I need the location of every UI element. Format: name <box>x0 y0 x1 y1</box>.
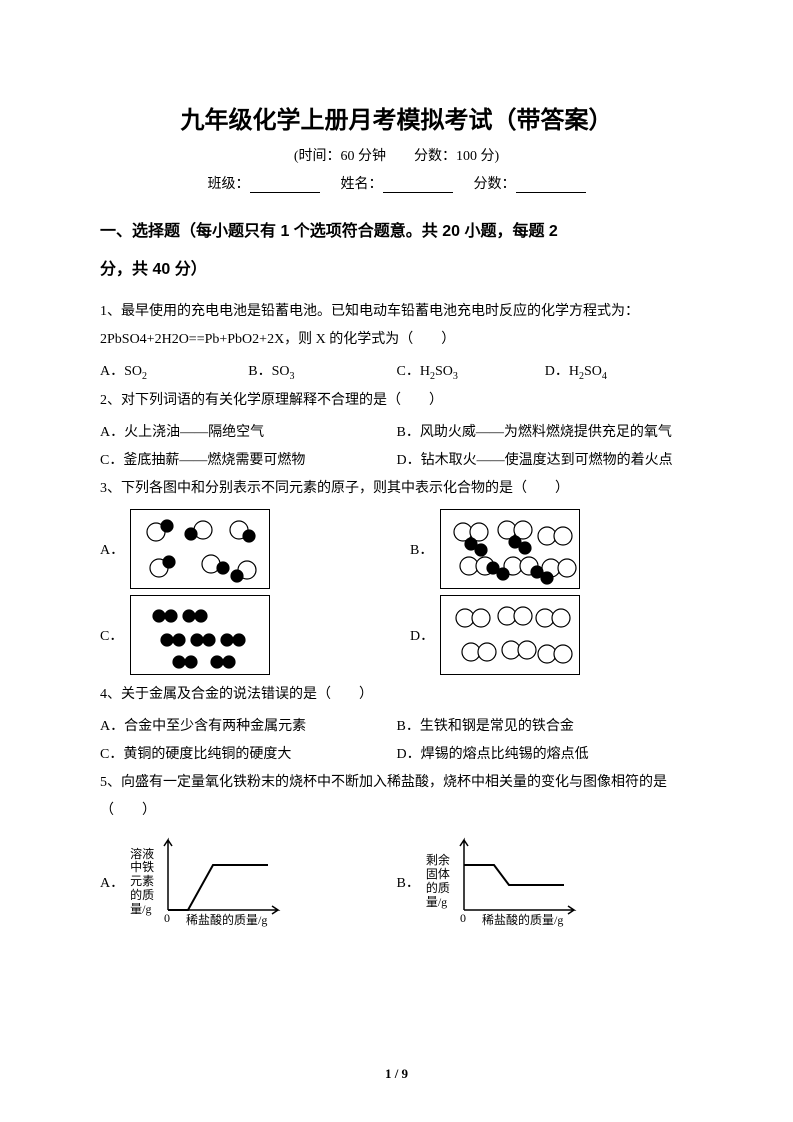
q5-opt-b-label: B． <box>397 872 420 892</box>
q4-opt-c: C．黄铜的硬度比纯铜的硬度大 <box>100 741 397 769</box>
q1-opt-d: D．H2SO4 <box>545 358 693 387</box>
page-number: 1 / 9 <box>0 1066 793 1082</box>
svg-text:稀盐酸的质量/g: 稀盐酸的质量/g <box>186 912 267 927</box>
q5-ylabel-b: 剩余固体的质量/g <box>426 854 454 909</box>
question-2-options-1: A．火上浇油——隔绝空气 B．风助火威——为燃料燃烧提供充足的氧气 <box>100 419 693 447</box>
score-blank <box>516 177 586 193</box>
q3-opt-d-label: D． <box>410 625 440 645</box>
exam-meta: (时间：60 分钟 分数：100 分) <box>100 145 693 165</box>
q5-charts: A． 溶液中铁元素的质量/g 0 稀盐酸的质量/g B． 剩余固体的质量/g 0 稀… <box>100 835 693 930</box>
question-1-options: A．SO2 B．SO3 C．H2SO3 D．H2SO4 <box>100 358 693 387</box>
question-1: 1、最早使用的充电电池是铅蓄电池。已知电动车铅蓄电池充电时反应的化学方程式为：2… <box>100 298 693 354</box>
q3-opt-b-label: B． <box>410 539 440 559</box>
question-2-options-2: C．釜底抽薪——燃烧需要可燃物 D．钻木取火——使温度达到可燃物的着火点 <box>100 447 693 475</box>
q3-opt-a-label: A． <box>100 539 130 559</box>
page-title: 九年级化学上册月考模拟考试（带答案） <box>100 100 693 135</box>
q1-opt-c: C．H2SO3 <box>397 358 545 387</box>
question-4-options-2: C．黄铜的硬度比纯铜的硬度大 D．焊锡的熔点比纯锡的熔点低 <box>100 741 693 769</box>
q4-opt-a: A．合金中至少含有两种金属元素 <box>100 713 397 741</box>
q3-diagram-c <box>130 595 270 675</box>
q3-diagram-a <box>130 509 270 589</box>
q4-opt-d: D．焊锡的熔点比纯锡的熔点低 <box>397 741 694 769</box>
q3-row-2: C． D． <box>100 595 693 675</box>
q3-diagram-b <box>440 509 580 589</box>
svg-text:稀盐酸的质量/g: 稀盐酸的质量/g <box>482 912 563 927</box>
question-3: 3、下列各图中和分别表示不同元素的原子，则其中表示化合物的是（ ） <box>100 475 693 503</box>
q2-opt-b: B．风助火威——为燃料燃烧提供充足的氧气 <box>397 419 694 447</box>
section-1-header: 一、选择题（每小题只有 1 个选项符合题意。共 20 小题，每题 2 分，共 4… <box>100 213 693 290</box>
q2-opt-d: D．钻木取火——使温度达到可燃物的着火点 <box>397 447 694 475</box>
question-4-options-1: A．合金中至少含有两种金属元素 B．生铁和钢是常见的铁合金 <box>100 713 693 741</box>
score-label: 分数： <box>474 177 516 192</box>
svg-text:0: 0 <box>460 911 466 925</box>
q3-row-1: A． B． <box>100 509 693 589</box>
q1-opt-a: A．SO2 <box>100 358 248 387</box>
class-label: 班级： <box>208 177 250 192</box>
q3-opt-c-label: C． <box>100 625 130 645</box>
q2-opt-a: A．火上浇油——隔绝空气 <box>100 419 397 447</box>
q5-ylabel-a: 溶液中铁元素的质量/g <box>130 848 158 917</box>
q4-opt-b: B．生铁和钢是常见的铁合金 <box>397 713 694 741</box>
name-label: 姓名： <box>341 177 383 192</box>
svg-text:0: 0 <box>164 911 170 925</box>
q5-opt-a-label: A． <box>100 872 124 892</box>
name-blank <box>383 177 453 193</box>
q5-chart-b: 0 稀盐酸的质量/g <box>454 835 594 930</box>
q5-chart-a: 0 稀盐酸的质量/g <box>158 835 298 930</box>
q3-diagram-d <box>440 595 580 675</box>
question-5: 5、向盛有一定量氧化铁粉末的烧杯中不断加入稀盐酸，烧杯中相关量的变化与图像相符的… <box>100 769 693 825</box>
question-4: 4、关于金属及合金的说法错误的是（ ） <box>100 681 693 709</box>
q2-opt-c: C．釜底抽薪——燃烧需要可燃物 <box>100 447 397 475</box>
q5-chart-a-cell: A． 溶液中铁元素的质量/g 0 稀盐酸的质量/g <box>100 835 397 930</box>
q5-chart-b-cell: B． 剩余固体的质量/g 0 稀盐酸的质量/g <box>397 835 694 930</box>
student-info: 班级： 姓名： 分数： <box>100 173 693 193</box>
question-2: 2、对下列词语的有关化学原理解释不合理的是（ ） <box>100 387 693 415</box>
q1-opt-b: B．SO3 <box>248 358 396 387</box>
class-blank <box>250 177 320 193</box>
